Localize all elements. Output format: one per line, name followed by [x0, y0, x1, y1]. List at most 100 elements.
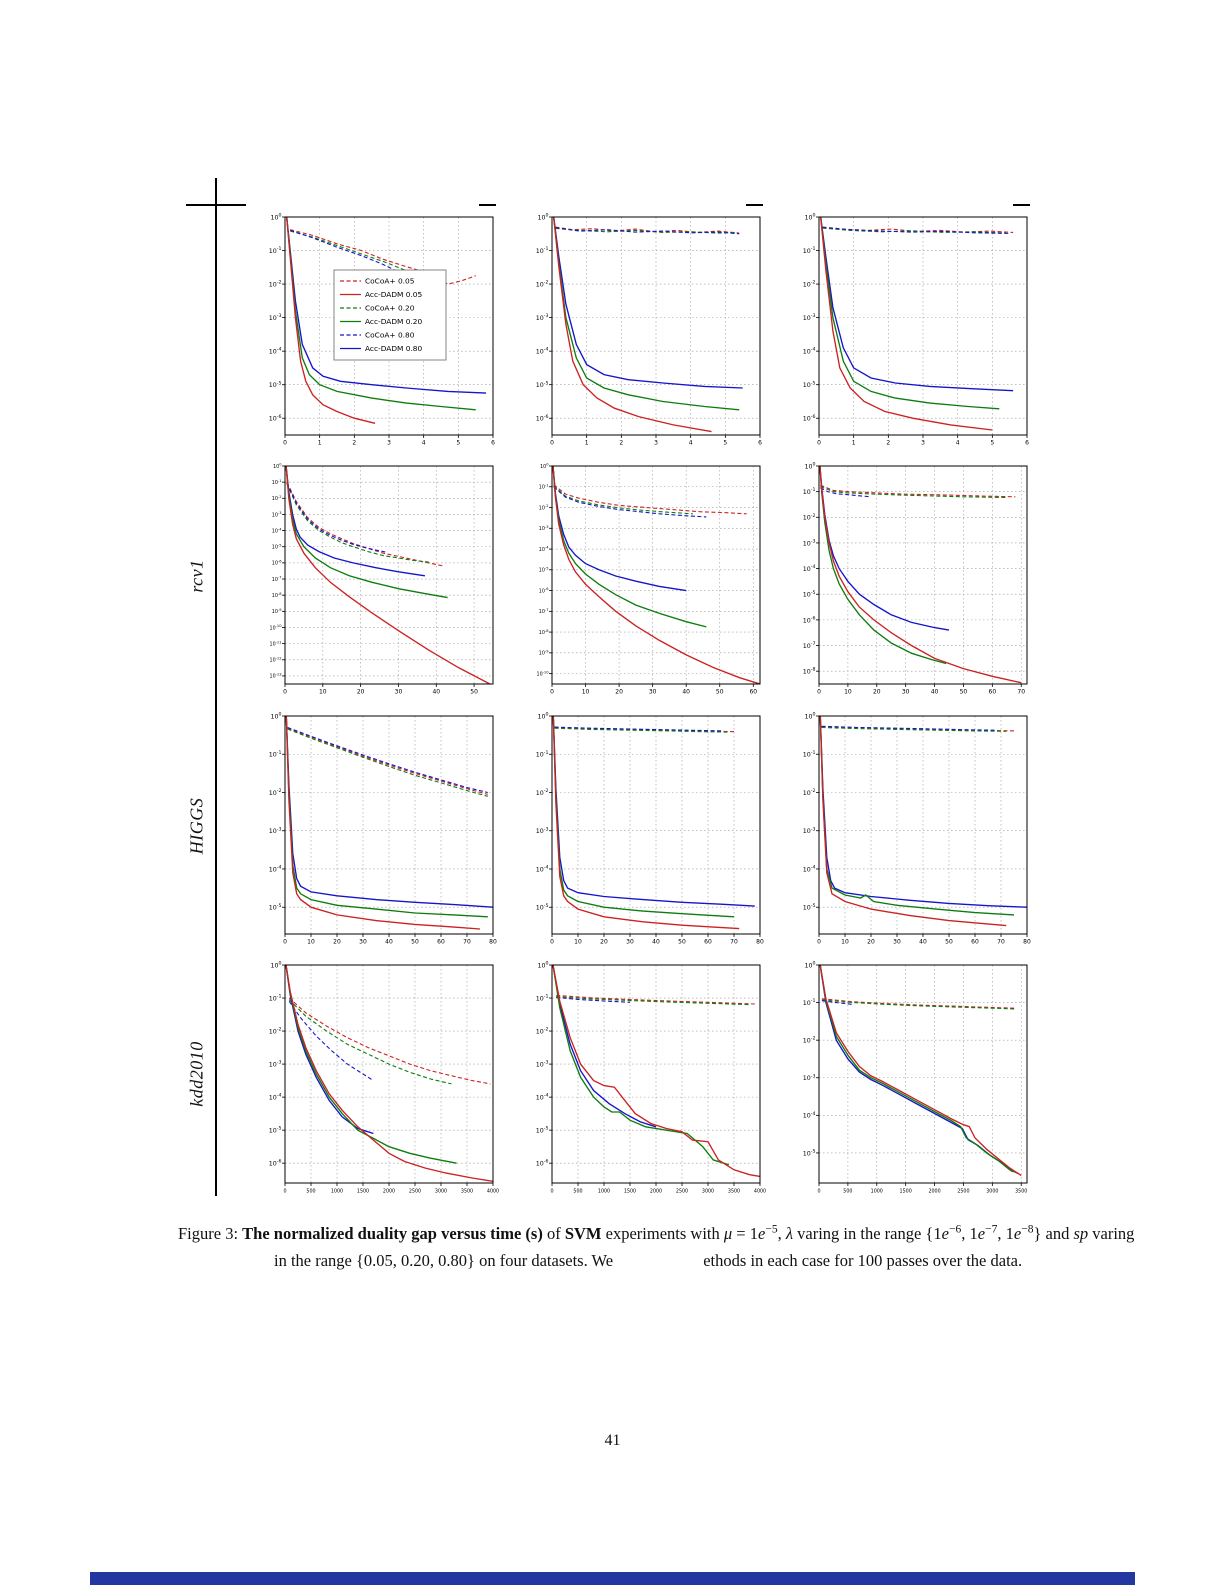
plot-svg-r3c2: 100 10-1 10-2 10-3 10-4 10-5 0 500 1000 1500 2000 2…	[803, 961, 1028, 1195]
series-CoCoA+-0.20	[820, 485, 1007, 499]
svg-text:10-1: 10-1	[536, 994, 549, 1003]
svg-text:10-4: 10-4	[269, 347, 282, 356]
svg-text:10-1: 10-1	[272, 479, 282, 486]
svg-text:10-2: 10-2	[803, 513, 816, 522]
series-Acc-DADM-0.05	[552, 716, 740, 930]
svg-text:1000: 1000	[871, 1189, 883, 1195]
svg-text:0: 0	[283, 440, 287, 447]
svg-text:10-2: 10-2	[536, 788, 549, 797]
series-CoCoA+-0.80	[820, 487, 872, 498]
series-Acc-DADM-0.80	[819, 965, 1014, 1173]
svg-text:100: 100	[273, 463, 282, 470]
svg-text:10-2: 10-2	[803, 1036, 816, 1045]
svg-text:50: 50	[470, 689, 478, 696]
svg-text:10-5: 10-5	[536, 380, 549, 389]
svg-text:40: 40	[931, 689, 939, 696]
series-group	[552, 716, 755, 930]
series-Acc-DADM-0.20	[552, 965, 730, 1166]
svg-text:10: 10	[841, 939, 849, 946]
svg-text:Acc-DADM 0.80: Acc-DADM 0.80	[365, 344, 423, 353]
series-CoCoA+-0.05	[553, 484, 747, 515]
svg-text:10-4: 10-4	[536, 1093, 549, 1102]
series-CoCoA+-0.80	[821, 725, 996, 731]
caption-part: ,	[777, 1224, 786, 1243]
svg-text:50: 50	[716, 689, 724, 696]
svg-text:10-4: 10-4	[803, 347, 816, 356]
svg-text:4: 4	[956, 440, 960, 447]
crop-mark	[186, 204, 246, 206]
svg-text:2: 2	[619, 440, 623, 447]
svg-text:20: 20	[600, 939, 608, 946]
plot-r0c0: 100 10-1 10-2 10-3 10-4 10-5 10-6 0 1 2 3 4 5 6 CoCoA+…	[248, 210, 500, 457]
svg-text:40: 40	[432, 689, 440, 696]
series-group	[552, 965, 760, 1178]
svg-text:0: 0	[817, 939, 821, 946]
svg-text:5: 5	[723, 440, 727, 447]
svg-text:10-5: 10-5	[803, 1148, 816, 1157]
svg-text:100: 100	[804, 462, 815, 471]
svg-text:1500: 1500	[900, 1189, 912, 1195]
series-CoCoA+-0.20	[553, 485, 693, 515]
svg-text:1500: 1500	[357, 1189, 369, 1195]
series-CoCoA+-0.80	[288, 1000, 374, 1082]
svg-text:10-3: 10-3	[536, 313, 549, 322]
series-Acc-DADM-0.05	[552, 965, 760, 1178]
svg-text:1: 1	[318, 440, 322, 447]
series-CoCoA+-0.20	[290, 230, 445, 288]
series-Acc-DADM-0.80	[820, 217, 1014, 392]
svg-text:100: 100	[537, 712, 548, 721]
svg-text:100: 100	[270, 961, 281, 970]
plot-svg-r0c2: 100 10-1 10-2 10-3 10-4 10-5 10-6 0 1 2 3 4 5 6	[803, 213, 1029, 447]
series-CoCoA+-0.05	[556, 994, 755, 1005]
caption-part: e	[941, 1224, 949, 1243]
svg-text:10-3: 10-3	[269, 313, 282, 322]
svg-text:30: 30	[893, 939, 901, 946]
svg-text:2: 2	[886, 440, 890, 447]
svg-text:10-1: 10-1	[803, 487, 816, 496]
plot-r0c2: 100 10-1 10-2 10-3 10-4 10-5 10-6 0 1 2 3 4 5 6	[782, 210, 1034, 457]
svg-text:6: 6	[758, 440, 762, 447]
plot-svg-r1c1: 10010-110-210-310-410-510-610-710-810-91…	[537, 463, 761, 696]
svg-text:50: 50	[960, 689, 968, 696]
svg-text:6: 6	[1025, 440, 1029, 447]
series-CoCoA+-0.80	[822, 226, 1010, 234]
svg-text:6: 6	[491, 440, 495, 447]
svg-text:1500: 1500	[624, 1189, 636, 1195]
series-CoCoA+-0.80	[553, 486, 707, 518]
svg-text:10-1: 10-1	[269, 246, 282, 255]
svg-text:40: 40	[385, 939, 393, 946]
svg-text:100: 100	[537, 961, 548, 970]
figure-caption: Figure 3: The normalized duality gap ver…	[178, 1220, 1140, 1274]
series-Acc-DADM-0.05	[285, 716, 481, 930]
grid	[551, 465, 760, 684]
series-CoCoA+-0.80	[821, 1000, 854, 1006]
svg-text:10-6: 10-6	[539, 587, 549, 594]
svg-text:70: 70	[997, 939, 1005, 946]
tick-labels: 100 10-1 10-2 10-3 10-4 10-5 10-6 0 1 2 3 4 5 6	[269, 213, 495, 447]
svg-text:2500: 2500	[409, 1189, 421, 1195]
svg-text:70: 70	[463, 939, 471, 946]
series-CoCoA+-0.20	[554, 727, 729, 733]
plot-svg-r0c0: 100 10-1 10-2 10-3 10-4 10-5 10-6 0 1 2 3 4 5 6 CoCoA+…	[269, 213, 495, 447]
caption-part: −8	[1021, 1223, 1034, 1236]
svg-text:10-11: 10-11	[270, 640, 282, 647]
plot-svg-r0c1: 100 10-1 10-2 10-3 10-4 10-5 10-6 0 1 2 3 4 5 6	[536, 213, 762, 447]
svg-text:10-4: 10-4	[269, 1093, 282, 1102]
figure-left-rule	[215, 178, 217, 1196]
series-CoCoA+-0.20	[286, 483, 429, 563]
svg-text:50: 50	[678, 939, 686, 946]
svg-text:10-6: 10-6	[536, 1159, 549, 1168]
grid	[551, 715, 761, 934]
svg-text:3000: 3000	[986, 1189, 998, 1195]
series-Acc-DADM-0.05	[819, 466, 1022, 684]
svg-text:500: 500	[843, 1189, 852, 1195]
series-Acc-DADM-0.80	[285, 965, 374, 1135]
series-CoCoA+-0.20	[288, 999, 452, 1085]
svg-text:10-4: 10-4	[536, 347, 549, 356]
caption-part: μ	[723, 1224, 733, 1243]
tick-labels: 100 10-1 10-2 10-3 10-4 10-5 10-6 0 1 2 3 4 5 6	[536, 213, 762, 447]
caption-part: of	[542, 1224, 565, 1243]
svg-text:5: 5	[990, 440, 994, 447]
plot-r1c0: 100 10-1 10-2 10-3 10-4 10-5 10-6 10-7 10-8 10-9 1…	[248, 459, 500, 706]
